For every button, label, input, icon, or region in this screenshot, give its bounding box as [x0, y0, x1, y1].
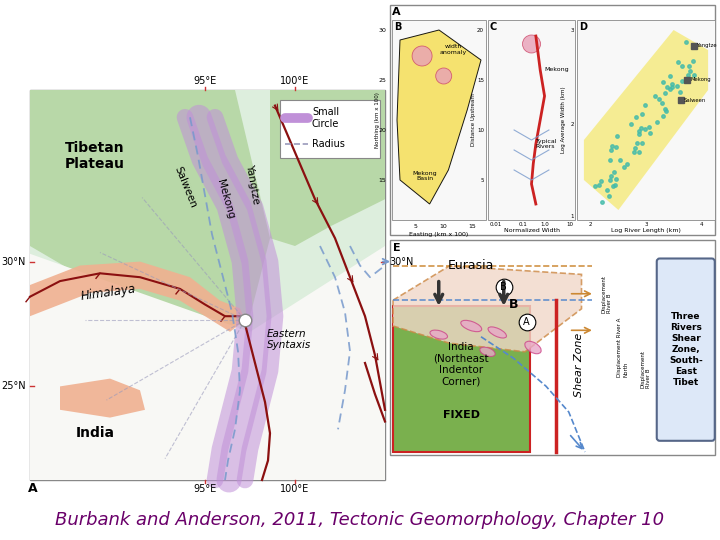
Text: India: India: [76, 426, 114, 440]
Text: C: C: [490, 22, 498, 32]
Text: 10: 10: [477, 127, 484, 132]
Ellipse shape: [525, 341, 541, 354]
Text: Distance Upstream: Distance Upstream: [472, 93, 477, 146]
Text: Northing (km x 100): Northing (km x 100): [376, 92, 380, 148]
Circle shape: [436, 68, 451, 84]
Text: Normalized Width: Normalized Width: [503, 228, 559, 233]
Text: FIXED: FIXED: [443, 410, 480, 421]
Text: Burbank and Anderson, 2011, Tectonic Geomorphology, Chapter 10: Burbank and Anderson, 2011, Tectonic Geo…: [55, 511, 665, 529]
Text: 25°N: 25°N: [1, 381, 26, 391]
Polygon shape: [397, 30, 481, 204]
Bar: [390, 240, 715, 455]
Text: Log River Length (km): Log River Length (km): [611, 228, 681, 233]
Text: 4: 4: [699, 222, 703, 227]
Text: 30: 30: [378, 28, 386, 32]
Polygon shape: [30, 261, 245, 332]
Bar: [392, 20, 486, 220]
Text: Himalaya: Himalaya: [79, 282, 137, 303]
Text: Radius: Radius: [312, 139, 345, 149]
Bar: [30, 90, 385, 480]
Text: Displacement
River B: Displacement River B: [601, 275, 612, 313]
Text: 5: 5: [480, 178, 484, 183]
Text: A: A: [392, 7, 400, 17]
Text: 10: 10: [440, 224, 448, 229]
Text: 30°N: 30°N: [1, 256, 26, 267]
Text: Easting (km x 100): Easting (km x 100): [410, 232, 469, 237]
Bar: [390, 5, 715, 235]
Text: 20: 20: [477, 28, 484, 32]
Text: Salween: Salween: [172, 165, 198, 210]
Circle shape: [523, 35, 541, 53]
Bar: [280, 100, 380, 158]
Text: B: B: [394, 22, 401, 32]
Text: Yangtze: Yangtze: [697, 44, 718, 49]
Text: B: B: [500, 282, 507, 292]
Text: Log Average Width (km): Log Average Width (km): [560, 87, 565, 153]
Text: D: D: [579, 22, 587, 32]
FancyBboxPatch shape: [657, 259, 715, 441]
Text: India
(Northeast
Indentor
Corner): India (Northeast Indentor Corner): [433, 342, 489, 387]
Ellipse shape: [461, 320, 482, 332]
Text: 100°E: 100°E: [280, 484, 310, 494]
Text: 2: 2: [570, 122, 574, 126]
Bar: [30, 90, 385, 480]
Text: Mekong: Mekong: [544, 68, 570, 72]
Text: 95°E: 95°E: [194, 76, 217, 86]
Text: 3: 3: [570, 28, 574, 32]
Text: Yangtze: Yangtze: [243, 163, 261, 205]
Bar: [393, 306, 529, 452]
Text: A: A: [28, 482, 37, 495]
Circle shape: [412, 46, 432, 66]
Text: Salween: Salween: [683, 98, 706, 103]
Text: Small
Circle: Small Circle: [312, 107, 339, 129]
Text: Three
Rivers
Shear
Zone,
South-
East
Tibet: Three Rivers Shear Zone, South- East Tib…: [669, 312, 703, 388]
Text: 25: 25: [378, 78, 386, 83]
Text: Mekong
Basin: Mekong Basin: [413, 171, 437, 181]
Text: 15: 15: [378, 178, 386, 183]
Text: 100°E: 100°E: [280, 76, 310, 86]
Polygon shape: [30, 90, 270, 332]
Text: Mekong: Mekong: [690, 78, 711, 83]
Text: B: B: [509, 298, 518, 311]
Text: Mekong: Mekong: [215, 178, 235, 220]
Ellipse shape: [480, 347, 495, 356]
Polygon shape: [30, 246, 385, 480]
Polygon shape: [60, 379, 145, 417]
Text: Eurasia: Eurasia: [448, 259, 495, 272]
Bar: [488, 20, 575, 220]
Text: 15: 15: [468, 224, 476, 229]
Text: 3: 3: [644, 222, 648, 227]
Text: E: E: [393, 243, 400, 253]
Text: 10: 10: [566, 222, 573, 227]
Text: A: A: [523, 316, 530, 327]
Polygon shape: [270, 90, 385, 246]
Text: width
anomaly: width anomaly: [439, 44, 467, 55]
Bar: [577, 20, 715, 220]
Text: 0.01: 0.01: [490, 222, 503, 227]
Text: 1.0: 1.0: [540, 222, 549, 227]
Polygon shape: [584, 30, 708, 210]
Polygon shape: [393, 266, 582, 352]
Text: Displacement
River B: Displacement River B: [640, 350, 651, 388]
Text: 15: 15: [477, 78, 484, 83]
Ellipse shape: [430, 330, 448, 339]
Text: Displacement River A
North: Displacement River A North: [618, 318, 629, 377]
Text: 30°N: 30°N: [389, 256, 413, 267]
Text: Typical
Rivers: Typical Rivers: [536, 139, 557, 150]
Text: 95°E: 95°E: [194, 484, 217, 494]
Text: 5: 5: [413, 224, 418, 229]
Text: 20: 20: [378, 127, 386, 132]
Ellipse shape: [488, 327, 506, 338]
Text: 1: 1: [570, 213, 574, 219]
Text: Shear Zone: Shear Zone: [574, 333, 583, 397]
Text: Tibetan
Plateau: Tibetan Plateau: [65, 141, 125, 171]
Text: 0.1: 0.1: [518, 222, 527, 227]
Text: 2: 2: [589, 222, 593, 227]
Text: Eastern
Syntaxis: Eastern Syntaxis: [267, 329, 311, 350]
